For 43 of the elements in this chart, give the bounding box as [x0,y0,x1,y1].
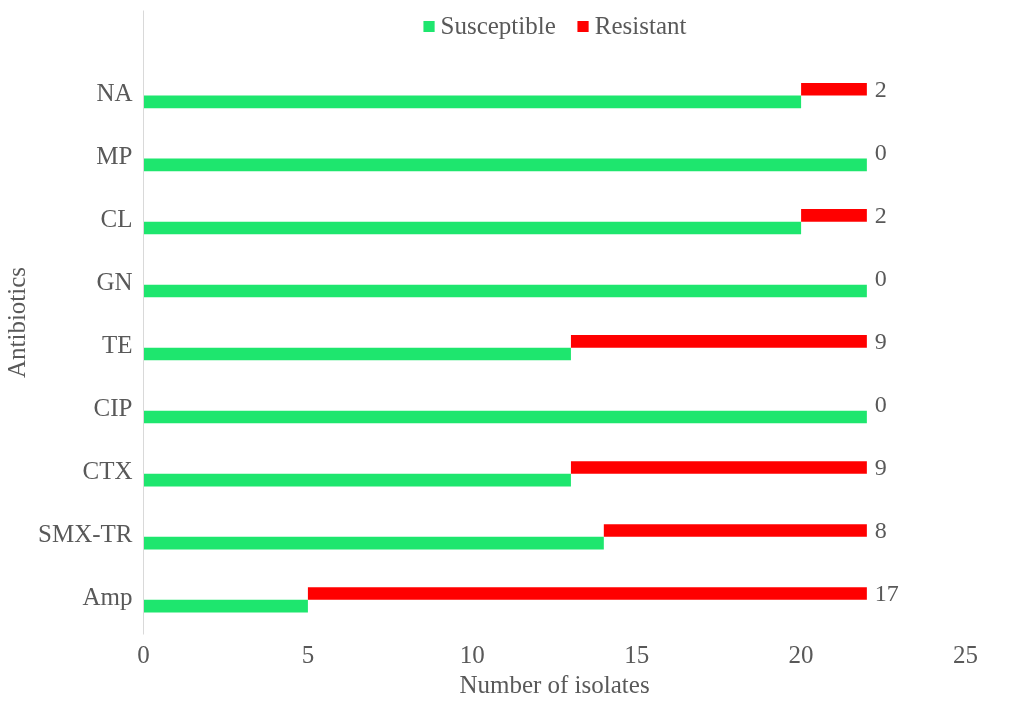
bar [143,95,802,109]
legend-label: Resistant [594,12,687,40]
x-tick-label: 20 [788,640,814,668]
y-axis-title: Antibiotics [3,266,31,379]
x-tick-label: 0 [137,640,150,668]
x-axis-title: Number of isolates [459,670,650,698]
bar [143,347,571,361]
data-label: 9 [874,453,887,480]
data-label: 8 [874,517,887,543]
bar [143,473,571,487]
y-tick-label: MP [96,141,133,169]
bar [801,209,867,222]
data-label: 17 [874,580,899,607]
bar [307,587,867,600]
bar [603,524,867,537]
x-tick-label: 25 [953,640,978,668]
bar [143,158,867,172]
x-tick-label: 15 [624,640,650,668]
data-label: 0 [874,390,887,417]
data-label: 0 [874,264,887,291]
x-tick-label: 10 [459,640,485,668]
y-tick-label: SMX-TR [38,520,133,548]
data-label: 2 [874,75,887,102]
bar [143,284,867,298]
data-label: 2 [874,201,887,228]
legend-label: Susceptible [440,12,556,40]
y-tick-label: Amp [82,583,133,611]
x-tick-label: 5 [301,640,315,668]
y-tick-label: CL [100,205,133,232]
data-label: 9 [874,327,887,354]
bar [143,410,867,424]
y-tick-label: CTX [82,457,133,485]
bar [570,461,867,474]
bar [143,536,604,550]
bar [801,82,867,96]
bar [143,599,308,613]
data-label: 0 [874,138,887,165]
y-tick-label: GN [96,268,133,296]
bar [143,221,802,235]
y-tick-label: TE [101,331,133,359]
y-tick-label: NA [96,78,133,106]
bar [570,335,867,348]
y-tick-label: CIP [93,394,133,422]
